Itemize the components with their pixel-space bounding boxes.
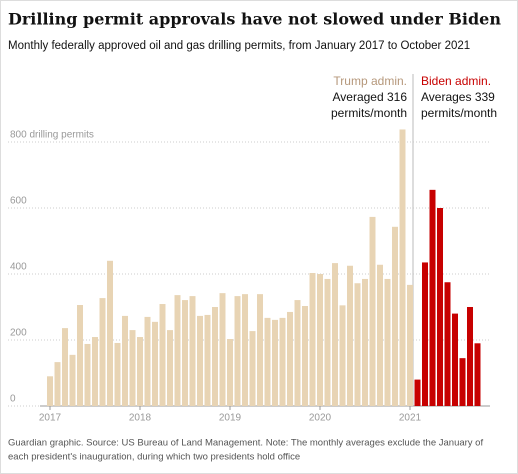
bar	[107, 260, 113, 406]
bar	[354, 283, 361, 406]
bar	[459, 358, 466, 406]
bar	[152, 321, 158, 406]
bar	[414, 379, 421, 406]
bar	[257, 294, 263, 406]
bar	[204, 314, 211, 406]
bar	[279, 317, 286, 406]
bar	[99, 298, 106, 406]
bar	[122, 315, 128, 406]
bar	[77, 305, 83, 406]
bar	[62, 328, 68, 406]
y-tick-label: 800 drilling permits	[10, 130, 94, 141]
y-tick-label: 600	[10, 196, 27, 207]
bar	[197, 315, 203, 406]
legend-label: Trump admin.	[333, 74, 407, 88]
bar	[234, 296, 241, 406]
y-tick-label: 200	[10, 328, 27, 339]
bar	[317, 274, 323, 406]
bar	[47, 376, 53, 406]
bar	[294, 300, 301, 406]
chart-title: Drilling permit approvals have not slowe…	[8, 10, 501, 29]
bar	[92, 337, 98, 406]
x-tick-label: 2020	[309, 413, 332, 424]
bar	[384, 278, 391, 406]
bar	[452, 313, 458, 406]
bar	[467, 307, 473, 406]
x-tick-label: 2018	[129, 413, 152, 424]
bar	[437, 208, 443, 406]
bar	[422, 262, 428, 406]
chart-subtitle: Monthly federally approved oil and gas d…	[8, 40, 470, 52]
annotation: Averaged 316	[332, 90, 407, 104]
y-tick-label: 0	[10, 394, 16, 405]
annotation: Averages 339	[421, 90, 495, 104]
bar	[129, 330, 136, 406]
footnote: Guardian graphic. Source: US Bureau of L…	[8, 438, 483, 449]
bar	[189, 296, 196, 406]
bar	[339, 305, 346, 406]
y-tick-label: 400	[10, 262, 27, 273]
bar	[167, 330, 173, 406]
x-tick-label: 2021	[399, 413, 422, 424]
bar	[324, 278, 331, 406]
bar	[219, 293, 226, 406]
bar	[377, 264, 383, 406]
bar	[362, 278, 368, 406]
annotation: permits/month	[421, 106, 497, 120]
bar	[264, 317, 271, 406]
x-tick-label: 2017	[39, 413, 62, 424]
footnote: each president's inauguration, during wh…	[8, 452, 300, 463]
bar	[114, 342, 121, 406]
annotation: permits/month	[331, 106, 407, 120]
bar	[84, 343, 91, 406]
bar	[137, 337, 143, 406]
bar	[407, 284, 413, 406]
bar	[302, 306, 308, 406]
bar	[399, 129, 406, 406]
bar	[429, 189, 436, 406]
bar	[474, 343, 481, 406]
bar	[249, 331, 256, 406]
bar	[347, 265, 353, 406]
bar	[272, 319, 278, 406]
bar	[444, 282, 451, 406]
bar	[182, 300, 188, 406]
bar	[69, 354, 76, 406]
bar	[54, 362, 61, 406]
bar	[144, 316, 151, 406]
bar	[174, 295, 181, 406]
x-tick-label: 2019	[219, 413, 242, 424]
bar	[227, 339, 233, 406]
bar	[212, 307, 218, 406]
bar	[309, 273, 316, 406]
bar	[332, 263, 338, 406]
bar	[242, 294, 248, 406]
bar	[287, 311, 293, 406]
bar	[392, 226, 398, 406]
bar	[369, 216, 376, 406]
bar	[159, 304, 166, 406]
legend-label: Biden admin.	[421, 74, 491, 88]
